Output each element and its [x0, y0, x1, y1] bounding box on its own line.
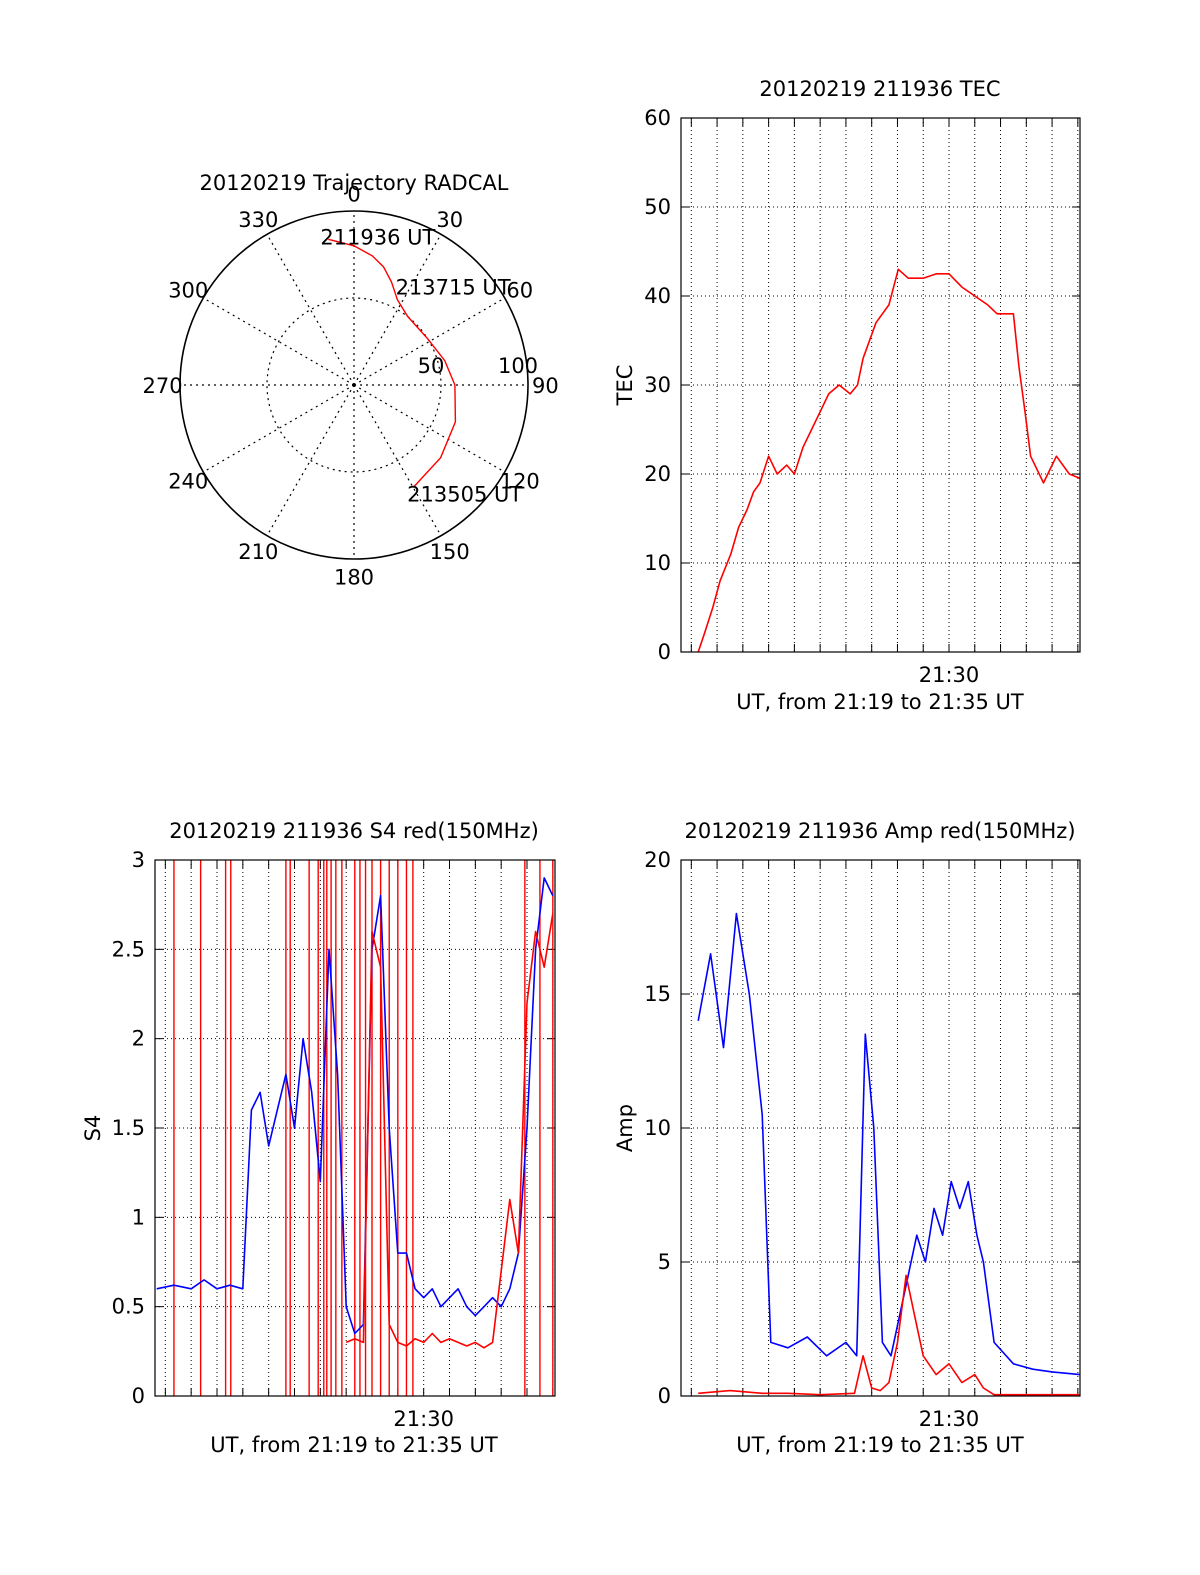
amp-ylabel: Amp	[613, 1104, 637, 1152]
plot-frame	[680, 859, 1081, 1397]
y-tick-label: 2.5	[112, 937, 145, 961]
s4-title: 20120219 211936 S4 red(150MHz)	[169, 819, 539, 843]
trajectory-annotation: 213715 UT	[396, 275, 511, 299]
series-line-0	[697, 268, 1081, 653]
y-tick-label: 15	[644, 982, 671, 1006]
polar-spoke	[353, 384, 442, 536]
angle-label: 270	[143, 374, 183, 398]
trajectory-panel: 20120219 Trajectory RADCAL 0 30 60 90 120 150…	[143, 171, 559, 589]
y-tick-label: 5	[658, 1250, 671, 1274]
angle-label: 330	[238, 208, 278, 232]
y-tick-label: 1.5	[112, 1116, 145, 1140]
amp-xlabel: UT, from 21:19 to 21:35 UT	[736, 1433, 1024, 1457]
polar-spoke	[266, 384, 355, 536]
s4-plot-area: 0 0.5 1 1.5 2 2.5 3 21:30	[112, 848, 556, 1431]
y-tick-label: 20	[644, 462, 671, 486]
trajectory-annotation: 213505 UT	[407, 482, 522, 506]
amp-title: 20120219 211936 Amp red(150MHz)	[684, 819, 1075, 843]
x-tick-label: 21:30	[919, 1407, 980, 1431]
y-tick-label: 3	[132, 848, 145, 872]
radial-tick-label: 50	[418, 354, 445, 378]
polar-spoke	[266, 234, 355, 386]
x-tick-label: 21:30	[919, 663, 980, 687]
angle-label: 240	[168, 470, 208, 494]
series-line-1	[698, 1274, 1080, 1396]
y-tick-label: 10	[644, 1116, 671, 1140]
polar-spoke	[353, 297, 505, 386]
y-tick-label: 50	[644, 195, 671, 219]
s4-ylabel: S4	[81, 1115, 105, 1142]
x-tick-label: 21:30	[393, 1407, 454, 1431]
tec-xlabel: UT, from 21:19 to 21:35 UT	[736, 690, 1024, 714]
angle-label: 150	[430, 540, 470, 564]
trajectory-annotation: 211936 UT	[320, 225, 435, 249]
radial-tick-label: 100	[498, 354, 538, 378]
tec-plot-area: 0 10 20 30 40 50 60 21:30	[644, 106, 1081, 687]
y-tick-label: 0.5	[112, 1295, 145, 1319]
series-line-0	[697, 912, 1081, 1376]
y-tick-label: 1	[132, 1205, 145, 1229]
angle-label: 0	[347, 183, 360, 207]
angle-label: 210	[238, 540, 278, 564]
polar-outer-circle	[179, 210, 529, 560]
polar-grid	[179, 210, 529, 560]
s4-xlabel: UT, from 21:19 to 21:35 UT	[210, 1433, 498, 1457]
polar-spoke	[353, 234, 442, 386]
amp-panel: 20120219 211936 Amp red(150MHz) Amp UT, …	[613, 819, 1081, 1457]
plot-frame	[680, 117, 1081, 653]
tec-ylabel: TEC	[613, 365, 637, 407]
tec-title: 20120219 211936 TEC	[759, 77, 1000, 101]
y-tick-label: 0	[132, 1384, 145, 1408]
angle-label: 30	[436, 208, 463, 232]
polar-inner-circle	[266, 297, 442, 473]
series-line-1	[345, 913, 554, 1349]
y-tick-label: 60	[644, 106, 671, 130]
amp-plot-area: 0 5 10 15 20 21:30	[644, 848, 1081, 1431]
angle-label: 90	[532, 374, 559, 398]
plot-frame	[154, 859, 556, 1397]
y-tick-label: 20	[644, 848, 671, 872]
y-tick-label: 0	[658, 640, 671, 664]
angle-label: 180	[334, 565, 374, 589]
angle-label: 120	[500, 470, 540, 494]
y-tick-label: 10	[644, 551, 671, 575]
trajectory-line	[328, 238, 457, 488]
trajectory-title: 20120219 Trajectory RADCAL	[200, 171, 509, 195]
polar-labels: 0 30 60 90 120 150 180 210 240 270 300 330 50 100 2119…	[143, 183, 559, 590]
angle-label: 300	[168, 278, 208, 302]
trajectory-track	[328, 238, 457, 488]
y-tick-label: 40	[644, 284, 671, 308]
y-tick-label: 0	[658, 1384, 671, 1408]
s4-panel: 20120219 211936 S4 red(150MHz) S4 UT, fr…	[81, 819, 556, 1457]
angle-label: 60	[506, 278, 533, 302]
polar-spoke	[203, 297, 355, 386]
tec-panel: 20120219 211936 TEC TEC UT, from 21:19 t…	[613, 77, 1081, 714]
polar-spoke	[353, 384, 505, 473]
y-tick-label: 2	[132, 1027, 145, 1051]
polar-spoke	[203, 384, 355, 473]
y-tick-label: 30	[644, 373, 671, 397]
